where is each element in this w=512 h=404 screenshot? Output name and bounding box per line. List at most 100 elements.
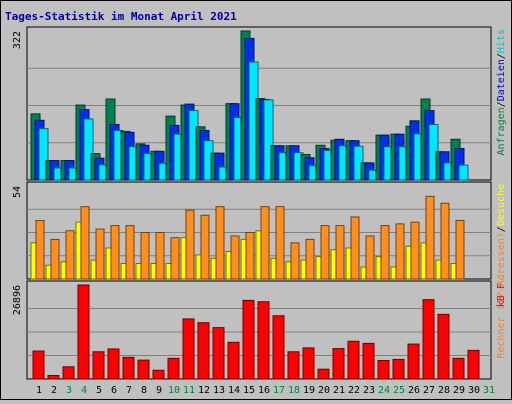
bar-rechner-day-22 — [350, 216, 360, 280]
bar-rechner-day-10 — [170, 237, 180, 280]
bar-kb-f-day-29 — [452, 357, 465, 380]
x-tick-label-day-15: 15 — [243, 385, 255, 396]
x-tick-label-day-28: 28 — [438, 385, 450, 396]
bar-kb-f-day-28 — [437, 313, 450, 380]
bar-kb-f-day-6 — [107, 348, 120, 380]
x-tick-label-day-21: 21 — [333, 385, 345, 396]
bar-kb-f-day-15 — [242, 299, 255, 380]
x-tick-label-day-22: 22 — [348, 385, 360, 396]
x-tick-label-day-29: 29 — [453, 385, 465, 396]
x-tick-label-day-11: 11 — [183, 385, 195, 396]
bar-kb-f-day-19 — [302, 347, 315, 380]
right-axis-label-part: Hits — [496, 29, 507, 53]
bar-kb-f-day-7 — [122, 356, 135, 380]
bar-rechner-day-3 — [65, 230, 75, 280]
bar-kb-f-day-11 — [182, 318, 195, 380]
x-tick-label-day-18: 18 — [288, 385, 300, 396]
bar-rechner-day-7 — [125, 225, 135, 280]
y-max-tick-label: 54 — [12, 186, 23, 198]
bar-kb-f-day-18 — [287, 351, 300, 380]
bar-rechner-day-28 — [440, 202, 450, 280]
bar-kb-f-day-23 — [362, 342, 375, 380]
bar-kb-f-day-5 — [92, 351, 105, 380]
bar-kb-f-day-20 — [317, 368, 330, 380]
right-axis-label-part: / — [496, 226, 507, 232]
x-tick-label-day-6: 6 — [111, 385, 117, 396]
bar-rechner-day-21 — [335, 225, 345, 280]
y-max-tick-label: 322 — [12, 31, 23, 49]
bar-kb-f-day-13 — [212, 327, 225, 380]
x-tick-label-day-5: 5 — [96, 385, 102, 396]
bar-kb-f-day-9 — [152, 369, 165, 380]
x-tick-label-day-4: 4 — [81, 385, 87, 396]
x-tick-label-day-12: 12 — [198, 385, 210, 396]
bar-rechner-day-5 — [95, 228, 105, 280]
bar-kb-f-day-2 — [47, 375, 60, 380]
right-axis-label: Anfragen/Dateien/Hits — [496, 29, 507, 155]
x-tick-label-day-9: 9 — [156, 385, 162, 396]
bar-rechner-day-27 — [425, 195, 435, 280]
bar-kb-f-day-26 — [407, 343, 420, 380]
x-tick-label-day-2: 2 — [51, 385, 57, 396]
bar-rechner-day-25 — [395, 223, 405, 280]
bar-rechner-day-13 — [215, 206, 225, 280]
y-max-tick-label: 26896 — [12, 285, 23, 315]
x-tick-label-day-3: 3 — [66, 385, 72, 396]
bar-rechner-day-1 — [35, 219, 45, 280]
right-axis-label-part: Dateien — [496, 59, 507, 101]
right-axis-label-part: Besuche — [496, 184, 507, 226]
bar-rechner-day-6 — [110, 225, 120, 280]
right-axis-label-part: Rechner (IP-Adressen) — [496, 232, 507, 358]
x-tick-label-day-10: 10 — [168, 385, 180, 396]
x-tick-label-day-26: 26 — [408, 385, 420, 396]
x-tick-label-day-1: 1 — [36, 385, 42, 396]
bar-rechner-day-18 — [290, 242, 300, 280]
bar-kb-f-day-1 — [32, 350, 45, 380]
bar-rechner-day-29 — [455, 219, 465, 280]
x-tick-label-day-20: 20 — [318, 385, 330, 396]
bar-rechner-day-2 — [50, 238, 60, 280]
bar-kb-f-day-24 — [377, 359, 390, 380]
bar-kb-f-day-14 — [227, 341, 240, 380]
bar-kb-f-day-10 — [167, 357, 180, 380]
bar-rechner-day-19 — [305, 238, 315, 280]
x-tick-label-day-23: 23 — [363, 385, 375, 396]
right-axis-label-part: / — [496, 53, 507, 59]
bar-kb-f-day-16 — [257, 301, 270, 380]
x-tick-label-day-30: 30 — [468, 385, 480, 396]
x-tick-label-day-13: 13 — [213, 385, 225, 396]
bar-rechner-day-12 — [200, 214, 210, 280]
bar-hits-day-29 — [458, 164, 469, 181]
x-tick-label-day-7: 7 — [126, 385, 132, 396]
x-tick-label-day-17: 17 — [273, 385, 285, 396]
x-tick-label-day-8: 8 — [141, 385, 147, 396]
x-tick-label-day-27: 27 — [423, 385, 435, 396]
bar-kb-f-day-25 — [392, 358, 405, 380]
bar-hits-day-1 — [38, 128, 49, 181]
bar-kb-f-day-30 — [467, 349, 480, 380]
bar-rechner-day-11 — [185, 209, 195, 280]
x-tick-label-day-19: 19 — [303, 385, 315, 396]
bar-rechner-day-24 — [380, 225, 390, 280]
bar-rechner-day-15 — [245, 232, 255, 280]
bar-kb-f-day-22 — [347, 340, 360, 380]
bar-kb-f-day-3 — [62, 366, 75, 380]
bar-hits-day-4 — [83, 118, 94, 181]
bar-kb-f-day-17 — [272, 315, 285, 380]
bar-kb-f-day-8 — [137, 359, 150, 380]
x-tick-label-day-24: 24 — [378, 385, 390, 396]
bar-rechner-day-8 — [140, 232, 150, 280]
x-tick-label-day-14: 14 — [228, 385, 240, 396]
bar-rechner-day-20 — [320, 225, 330, 280]
bar-kb-f-day-27 — [422, 299, 435, 380]
x-tick-label-day-16: 16 — [258, 385, 270, 396]
bar-kb-f-day-12 — [197, 322, 210, 380]
bar-rechner-day-23 — [365, 235, 375, 280]
bar-rechner-day-14 — [230, 235, 240, 280]
right-axis-label-part: kB F — [496, 283, 507, 307]
chart-title: Tages-Statistik im Monat April 2021 — [5, 10, 237, 23]
right-axis-label: Rechner (IP-Adressen)/Besuche — [496, 184, 507, 359]
bar-rechner-day-4 — [80, 206, 90, 280]
